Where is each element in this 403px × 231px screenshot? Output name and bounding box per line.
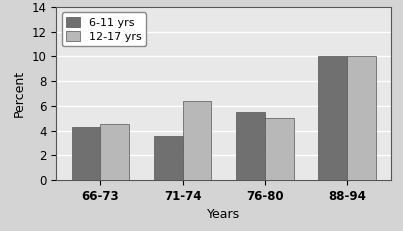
X-axis label: Years: Years xyxy=(207,208,240,222)
Legend: 6-11 yrs, 12-17 yrs: 6-11 yrs, 12-17 yrs xyxy=(62,12,146,46)
Bar xyxy=(318,56,347,180)
Bar xyxy=(347,56,376,180)
Y-axis label: Percent: Percent xyxy=(13,70,26,117)
Bar xyxy=(236,112,265,180)
Bar xyxy=(100,125,129,180)
Bar xyxy=(154,136,183,180)
Bar xyxy=(183,101,211,180)
Bar xyxy=(72,127,100,180)
Bar xyxy=(265,118,293,180)
